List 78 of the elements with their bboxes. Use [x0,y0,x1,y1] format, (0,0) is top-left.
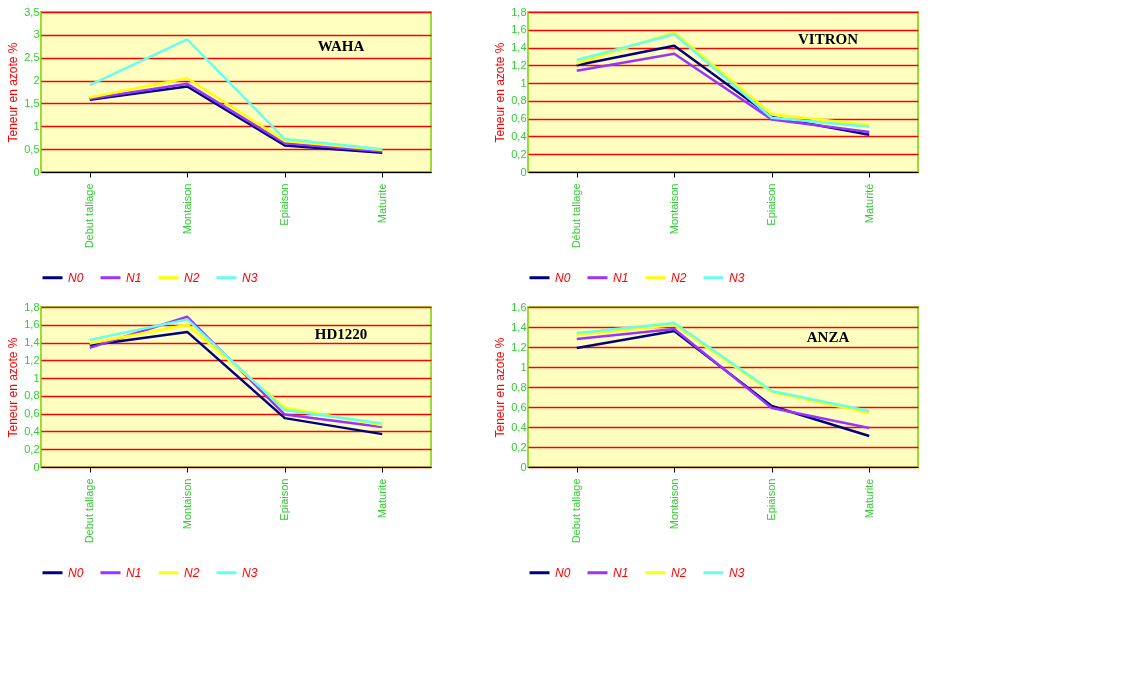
y-tick-label: 0,4 [511,420,527,433]
y-axis-title: Teneur en azote % [493,337,508,438]
y-tick-label: 1,6 [511,300,527,313]
y-tick-label: 0,6 [511,400,527,413]
y-tick-label: 1,4 [511,320,527,333]
y-tick-label: 1 [520,76,527,89]
x-tick-label: Maturite [862,478,875,519]
x-tick-label: Montaison [180,478,193,530]
y-axis-title: Teneur en azote % [6,337,21,438]
x-tick-label: Epiaison [765,183,778,226]
x-tick-label: Maturité [862,183,875,224]
y-tick-label: 0,2 [511,147,527,160]
y-tick-label: 1 [520,360,527,373]
y-tick-label: 1,4 [24,336,40,349]
y-tick-label: 2,5 [24,51,40,64]
y-tick-label: 0,2 [511,440,527,453]
y-axis-title: Teneur en azote % [493,42,508,143]
legend-label: N0 [555,565,571,580]
x-tick-label: Montaison [180,183,193,235]
x-tick-label: Montaison [667,183,680,235]
y-tick-label: 1,6 [511,23,527,36]
legend-label: N3 [729,565,745,580]
legend-label: N0 [68,270,84,285]
y-tick-label: 0 [33,460,40,473]
y-tick-label: 0,8 [511,380,527,393]
y-tick-label: 1,5 [24,96,40,109]
x-tick-label: Montaison [667,478,680,530]
legend-label: N2 [184,270,200,285]
y-tick-label: 0 [520,165,527,178]
legend-label: N3 [242,270,258,285]
x-tick-label: Maturite [375,478,388,519]
legend-label: N1 [613,565,629,580]
x-tick-label: Epiaison [278,478,291,521]
y-tick-label: 0,6 [24,407,40,420]
legend-label: N0 [68,565,84,580]
legend-label: N2 [184,565,200,580]
y-tick-label: 1,8 [511,5,527,18]
x-tick-label: Debut tallage [83,183,96,249]
legend-label: N2 [671,565,687,580]
x-tick-label: Epiaison [278,183,291,226]
x-tick-label: Debut tallage [83,478,96,544]
legend-label: N1 [126,270,142,285]
text: ANZA [806,329,850,345]
y-tick-label: 0,4 [24,424,40,437]
x-tick-label: Debut tallage [570,478,583,544]
x-tick-label: Début tallage [570,183,583,249]
line-series [88,38,384,151]
y-tick-label: 1,6 [24,318,40,331]
y-tick-label: 1,2 [511,340,527,353]
y-tick-label: 1,2 [24,353,40,366]
y-tick-label: 0,5 [24,142,40,155]
text: WAHA [317,38,365,55]
legend-label: N3 [729,270,745,285]
y-tick-label: 1,2 [511,58,527,71]
y-tick-label: 0,4 [511,129,527,142]
y-tick-label: 0 [520,460,527,473]
y-axis-title: Teneur en azote % [6,42,21,143]
y-tick-label: 3,5 [24,5,40,18]
x-tick-label: Epiaison [765,478,778,521]
y-tick-label: 0,6 [511,112,527,125]
y-tick-label: 2 [33,74,40,87]
text: HD1220 [314,325,368,342]
text: VITRON [797,30,859,47]
legend-label: N1 [613,270,629,285]
y-tick-label: 1,4 [511,41,527,54]
x-tick-label: Maturite [375,183,388,224]
y-tick-label: 0,8 [511,94,527,107]
y-tick-label: 1,8 [24,300,40,313]
legend-label: N3 [242,565,258,580]
y-tick-label: 0,2 [24,442,40,455]
legend-label: N0 [555,270,571,285]
y-tick-label: 3 [33,28,40,41]
y-tick-label: 1 [33,371,40,384]
y-tick-label: 0 [33,165,40,178]
y-tick-label: 0,8 [24,389,40,402]
legend-label: N1 [126,565,142,580]
legend-label: N2 [671,270,687,285]
y-tick-label: 1 [33,119,40,132]
